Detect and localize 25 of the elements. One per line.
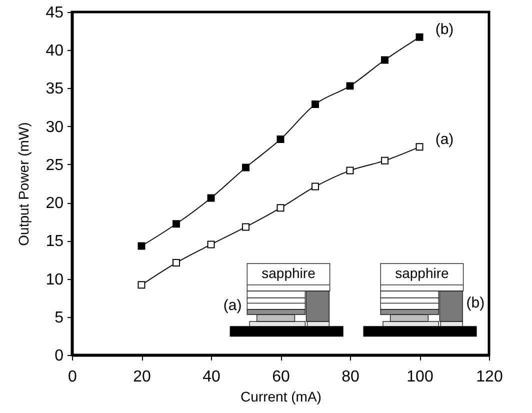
y-tick-label: 25: [46, 156, 64, 174]
x-tick-label: 80: [342, 368, 360, 386]
y-tick-label: 0: [54, 348, 64, 364]
y-tick-label: 35: [46, 80, 64, 98]
series-label: (a): [435, 130, 454, 148]
y-tick-label: 45: [46, 4, 64, 22]
x-tick-label: 0: [68, 368, 78, 386]
y-tick-label: 15: [46, 233, 64, 250]
y-tick-label: 30: [46, 118, 64, 136]
x-tick-label: 120: [476, 368, 503, 386]
x-tick-label: 20: [133, 368, 151, 386]
y-axis-title: Output Power (mW): [16, 122, 32, 246]
x-tick-label: 40: [202, 368, 220, 386]
y-tick-label: 10: [46, 271, 64, 288]
series-label: (b): [435, 21, 454, 38]
y-tick-label: 40: [46, 42, 64, 60]
y-tick-label: 5: [54, 309, 64, 326]
annotation: sapphire: [262, 265, 316, 282]
x-tick-label: 60: [272, 368, 290, 386]
x-tick-label: 100: [406, 368, 434, 386]
annotation: sapphire: [395, 265, 449, 282]
annotation: (a): [223, 297, 242, 314]
x-axis-title: Current (mA): [240, 388, 322, 404]
annotation: (b): [466, 294, 485, 312]
y-tick-label: 20: [46, 195, 64, 212]
